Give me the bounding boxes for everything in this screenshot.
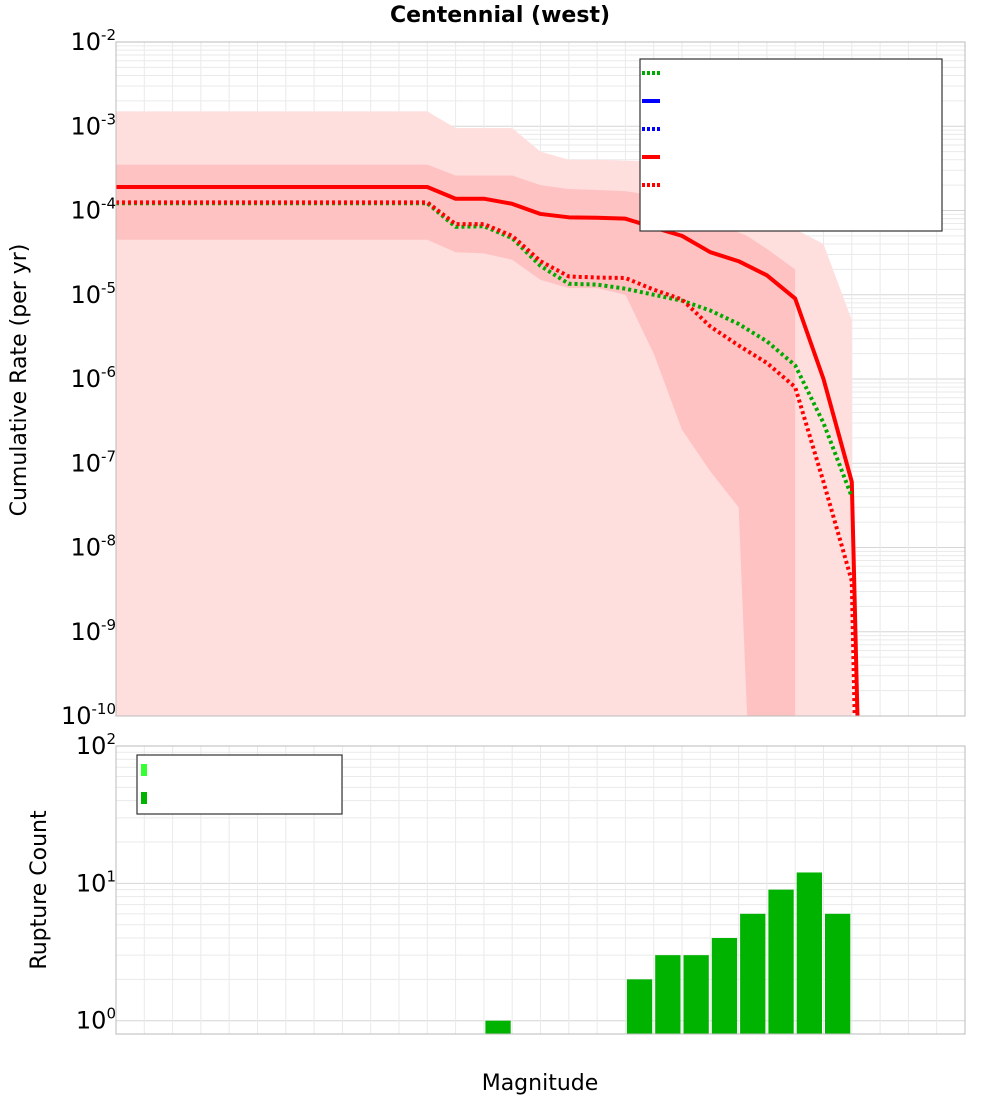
count-axis-label: Rupture Count	[27, 810, 52, 970]
rupture-count-panel: 102 101 100	[76, 730, 966, 1035]
count-legend	[136, 754, 343, 815]
utilized-rupture-bar	[711, 938, 738, 1034]
y-tick-label: 100	[76, 1005, 116, 1035]
plot-frame	[115, 745, 966, 1035]
utilized-rupture-bar	[655, 955, 681, 1034]
utilized-rupture-bar	[768, 889, 794, 1034]
y-tick-label: 10-2	[70, 26, 116, 56]
y-tick-label: 10-6	[70, 363, 116, 393]
chart-title: Centennial (west)	[390, 3, 610, 28]
cumulative-rate-panel: 10-2 10-3 10-4 10-5 10-6 10-7 10-8 10-9 10-10	[61, 26, 966, 730]
rate-legend	[639, 58, 943, 232]
y-tick-label: 10-7	[70, 447, 116, 477]
y-tick-label: 10-4	[70, 195, 116, 225]
legend-box	[136, 754, 343, 815]
y-tick-label: 10-3	[70, 110, 116, 140]
magnitude-axis-label: Magnitude	[482, 1071, 599, 1096]
plot-frame	[115, 41, 966, 717]
utilized-rupture-bar	[740, 913, 766, 1034]
utilized-rupture-bar	[626, 979, 653, 1034]
y-tick-label: 102	[76, 730, 116, 760]
series-target-nucleation	[116, 201, 854, 498]
series-primary-nucleation	[116, 200, 857, 717]
y-tick-label: 10-5	[70, 279, 116, 309]
legend-box	[639, 58, 943, 232]
utilized-rupture-bar	[796, 872, 822, 1034]
utilized-rupture-bar	[485, 1020, 511, 1034]
y-tick-label: 10-9	[70, 616, 116, 646]
legend-swatch	[141, 764, 147, 776]
band-p16-p84	[116, 164, 796, 717]
rate-axis-label: Cumulative Rate (per yr)	[7, 244, 32, 517]
y-tick-label: 10-8	[70, 532, 116, 562]
utilized-rupture-bar	[825, 913, 851, 1034]
y-tick-label: 10-10	[61, 700, 116, 730]
utilized-rupture-bar	[683, 955, 709, 1034]
y-tick-label: 101	[76, 867, 116, 897]
legend-swatch	[141, 792, 147, 804]
